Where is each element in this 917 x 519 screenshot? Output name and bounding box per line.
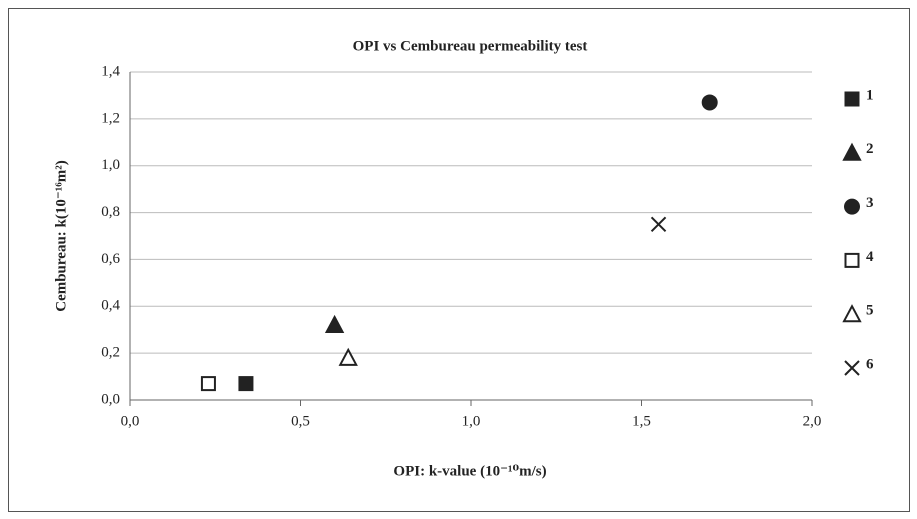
point [200,376,216,392]
y-tick-label: 1,4 [101,63,120,79]
legend-label: 3 [866,195,874,211]
legend-marker [842,142,862,161]
y-tick-label: 0,8 [101,204,120,220]
legend-marker [844,360,860,376]
y-tick-label: 0,2 [101,345,120,361]
y-tick-label: 0,0 [101,391,120,407]
y-tick-label: 1,0 [101,157,120,173]
y-axis-label: Cembureau: k(10⁻¹⁶m²) [53,160,69,312]
legend-marker [844,91,860,107]
legend-label: 4 [866,249,874,265]
x-tick-label: 2,0 [803,413,822,429]
x-axis-label: OPI: k-value (10⁻¹⁰m/s) [393,463,546,479]
legend-label: 1 [866,87,874,103]
y-tick-label: 0,6 [101,251,120,267]
chart-title: OPI vs Cembureau permeability test [353,38,588,54]
x-tick-label: 0,0 [121,413,140,429]
legend-marker [842,304,862,323]
x-tick-label: 1,5 [632,413,651,429]
x-tick-label: 1,0 [462,413,481,429]
legend-label: 5 [866,303,874,319]
legend-label: 6 [866,356,874,372]
point [338,347,358,366]
point [701,94,718,111]
x-tick-label: 0,5 [291,413,310,429]
point [238,376,254,392]
chart-frame [8,8,910,512]
y-tick-label: 0,4 [101,298,120,314]
point [650,216,667,232]
point [324,314,345,334]
legend-marker [844,198,860,215]
y-tick-label: 1,2 [101,110,120,126]
legend-label: 2 [866,141,874,157]
legend-marker [844,252,860,268]
